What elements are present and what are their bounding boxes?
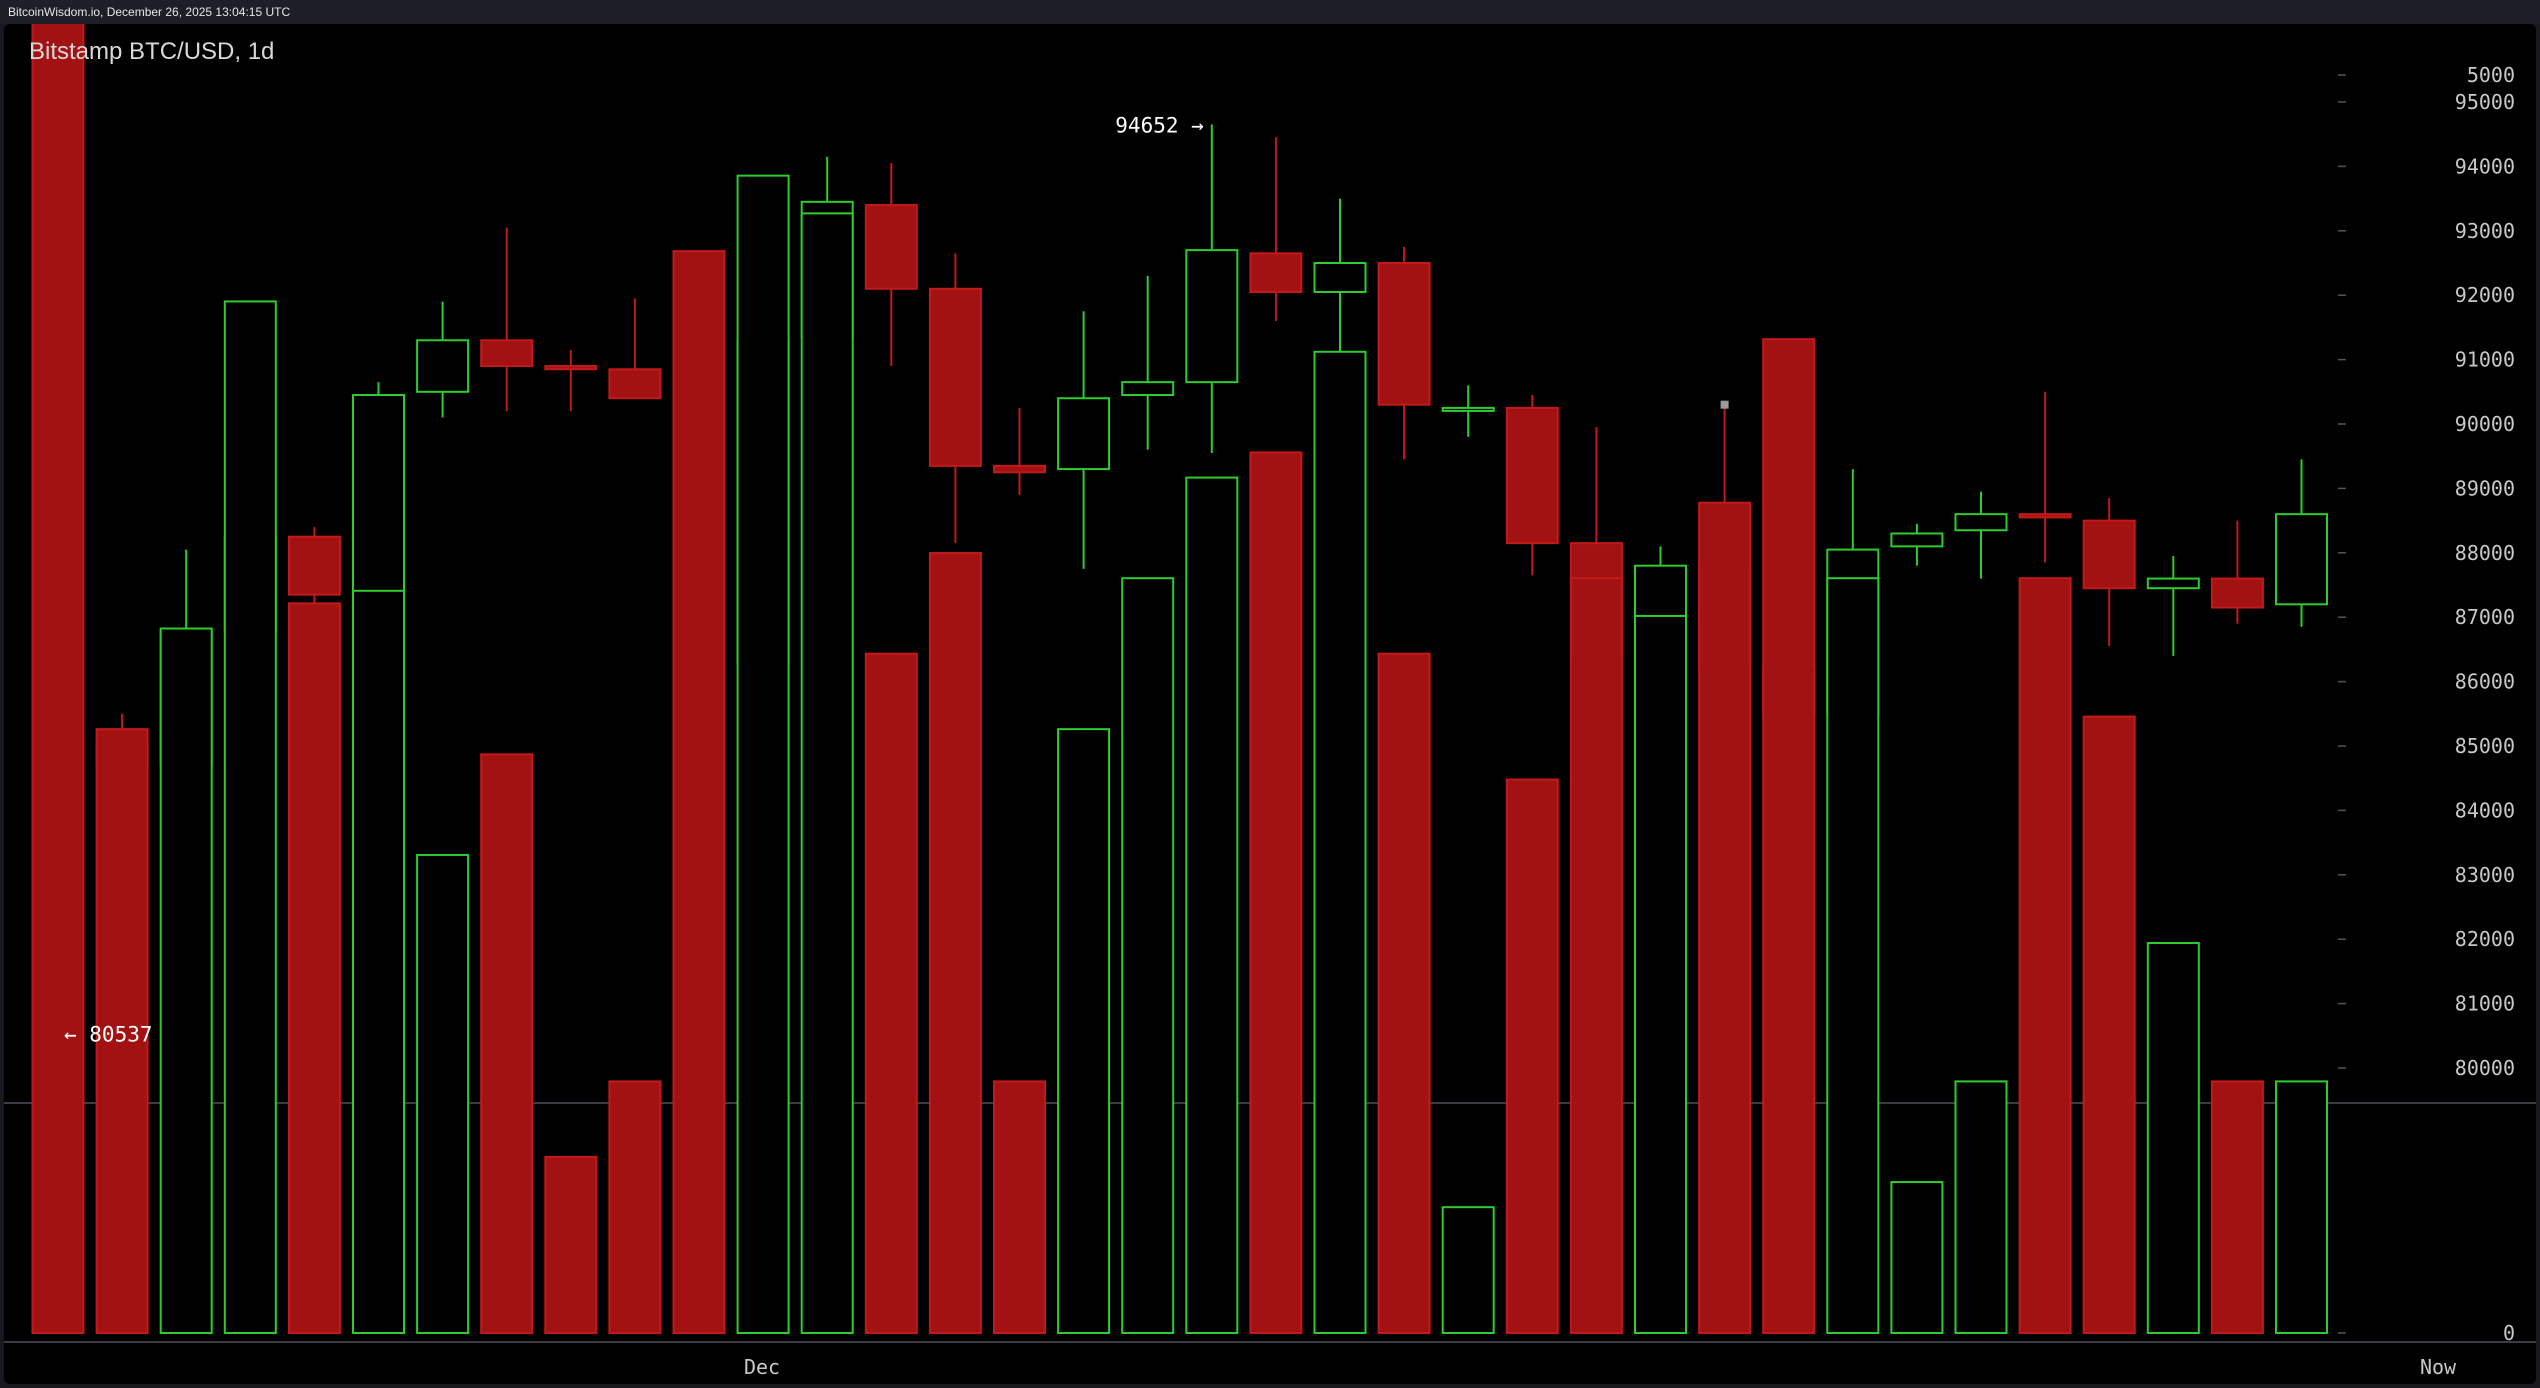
- volume-bar: [928, 552, 982, 1334]
- volume-bar: [31, 24, 85, 1335]
- volume-tick-label: 5000: [2467, 63, 2515, 87]
- volume-bar: [1121, 577, 1175, 1334]
- candle-body: [544, 365, 598, 371]
- candle-body: [1377, 262, 1431, 406]
- candle-body: [2275, 513, 2328, 606]
- candle-body: [2082, 519, 2136, 590]
- candle-body: [416, 339, 470, 393]
- volume-bar: [1249, 451, 1303, 1334]
- volume-bar: [800, 212, 854, 1334]
- candle-body: [2018, 513, 2072, 519]
- price-tick-label: 90000: [2455, 412, 2515, 436]
- volume-bar: [1890, 1181, 1944, 1335]
- candle-body: [287, 535, 341, 596]
- price-tick-label: 88000: [2455, 541, 2515, 565]
- price-tick-label: 87000: [2455, 605, 2515, 629]
- price-tick-label: 85000: [2455, 734, 2515, 758]
- price-tick-label: 81000: [2455, 992, 2515, 1016]
- candle-body: [608, 368, 662, 400]
- volume-bar: [352, 589, 405, 1334]
- volume-bar: [1954, 1080, 2008, 1335]
- volume-bar: [608, 1080, 662, 1335]
- volume-bar: [993, 1080, 1046, 1335]
- volume-bar: [2082, 715, 2136, 1334]
- source-label: BitcoinWisdom.io, December 26, 2025 13:0…: [8, 5, 291, 19]
- candle-body: [1954, 513, 2008, 532]
- volume-bar: [1698, 501, 1752, 1335]
- volume-tick-label: 0: [2503, 1321, 2515, 1345]
- chart-title: Bitstamp BTC/USD, 1d: [29, 38, 275, 65]
- price-tick-label: 83000: [2455, 863, 2515, 887]
- price-tick-label: 89000: [2455, 476, 2515, 500]
- candle-body: [993, 464, 1046, 474]
- volume-bar: [1057, 728, 1111, 1334]
- x-axis-label: Now: [2420, 1355, 2457, 1379]
- volume-bar: [2018, 577, 2072, 1334]
- candle-body: [1057, 397, 1111, 471]
- price-tick-label: 93000: [2455, 219, 2515, 243]
- candle-body: [1441, 406, 1495, 412]
- high-annotation: 94652 →: [1115, 113, 1204, 137]
- volume-bar: [1762, 338, 1816, 1334]
- candle-body: [2210, 577, 2264, 609]
- candle-body: [1249, 252, 1303, 293]
- candle-body: [2146, 577, 2200, 590]
- volume-bar: [1569, 577, 1623, 1334]
- volume-bar: [1634, 614, 1687, 1334]
- volume-bar: [1377, 652, 1431, 1334]
- volume-bar: [736, 174, 790, 1334]
- price-tick-label: 94000: [2455, 154, 2515, 178]
- volume-bar: [480, 753, 534, 1334]
- volume-bar: [1826, 577, 1880, 1334]
- x-axis-label: Dec: [744, 1355, 780, 1379]
- volume-bar: [1313, 350, 1367, 1334]
- volume-bar: [95, 728, 149, 1334]
- candle-body: [1890, 532, 1944, 548]
- candle-body: [1121, 381, 1175, 397]
- candle-body: [928, 287, 982, 467]
- candlestick-chart: 80000 81000 82000 83000 84000 85000 86000 87000…: [4, 24, 2536, 1379]
- price-marker: [1720, 400, 1729, 409]
- volume-bar: [287, 602, 341, 1334]
- price-tick-label: 82000: [2455, 927, 2515, 951]
- volume-bar: [1505, 778, 1559, 1334]
- price-tick-label: 86000: [2455, 670, 2515, 694]
- price-tick-label: 95000: [2455, 90, 2515, 114]
- volume-bar: [2146, 942, 2200, 1335]
- volume-bar: [864, 652, 918, 1334]
- price-tick-label: 80000: [2455, 1056, 2515, 1080]
- low-annotation: ← 80537: [64, 1022, 153, 1046]
- price-tick-label: 91000: [2455, 348, 2515, 372]
- volume-bar: [223, 300, 277, 1335]
- volume-bar: [416, 853, 470, 1335]
- candle-body: [1185, 249, 1239, 384]
- candle-body: [864, 204, 918, 290]
- volume-bar: [1441, 1206, 1495, 1334]
- top-bar: BitcoinWisdom.io, December 26, 2025 13:0…: [0, 0, 2540, 24]
- volume-bar: [544, 1155, 598, 1334]
- volume-bar: [1185, 476, 1239, 1334]
- price-tick-label: 84000: [2455, 798, 2515, 822]
- chart-frame: 80000 81000 82000 83000 84000 85000 86000 87000…: [4, 24, 2536, 1384]
- candle-body: [352, 394, 405, 596]
- candle-body: [1313, 262, 1367, 293]
- volume-bar: [2210, 1080, 2264, 1335]
- volume-bar: [672, 250, 726, 1334]
- candle-body: [480, 339, 534, 368]
- price-tick-label: 92000: [2455, 283, 2515, 307]
- volume-bar: [2275, 1080, 2328, 1335]
- candle-body: [1505, 406, 1559, 545]
- volume-bar: [159, 627, 213, 1334]
